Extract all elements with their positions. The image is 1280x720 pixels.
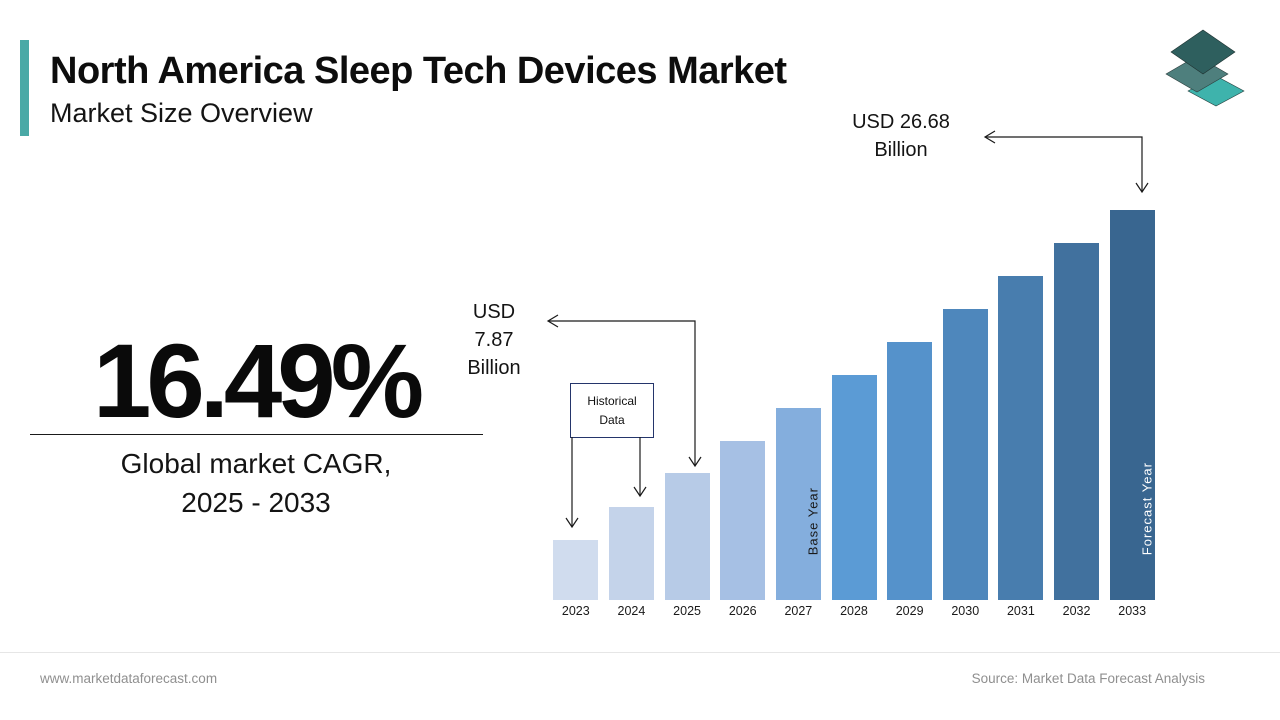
footer-website: www.marketdataforecast.com	[40, 671, 218, 686]
bar-2026	[720, 441, 766, 600]
year-label: 2031	[1006, 604, 1035, 618]
footer-source: Source: Market Data Forecast Analysis	[971, 671, 1205, 686]
year-label: 2027	[784, 604, 813, 618]
end-value-arrow-line	[986, 136, 1143, 192]
page-title: North America Sleep Tech Devices Market	[50, 50, 787, 92]
bar-2030	[942, 309, 988, 600]
start-value-line1: USD	[472, 301, 516, 323]
start-value-line2: 7.87	[474, 329, 514, 351]
year-label: 2030	[951, 604, 980, 618]
title-accent-bar	[20, 40, 29, 136]
stat-divider-line	[30, 434, 483, 435]
bar-2033: Forecast Year	[1109, 210, 1155, 600]
page-subtitle: Market Size Overview	[50, 98, 313, 128]
year-label: 2023	[561, 604, 590, 618]
bar-2024	[608, 507, 654, 600]
end-value-line1: USD 26.68	[852, 111, 950, 133]
footer-divider	[0, 652, 1280, 653]
cagr-caption-line2: 2025 - 2033	[181, 487, 331, 518]
end-value-annotation: USD 26.68 Billion	[801, 108, 1001, 164]
bar-2027: Base Year	[775, 408, 821, 600]
year-label: 2029	[895, 604, 924, 618]
year-label: 2032	[1062, 604, 1091, 618]
year-label: 2026	[728, 604, 757, 618]
bar-2028	[831, 375, 877, 600]
year-label-row: 2023 2024 2025 2026 2027 2028 2029 2030 2031 2032…	[548, 604, 1160, 622]
cagr-caption-line1: Global market CAGR,	[120, 448, 392, 479]
end-value-line2: Billion	[874, 139, 928, 161]
bar-2031	[998, 276, 1044, 600]
logo-diamond-top	[1170, 29, 1236, 75]
bar-group: Base Year Forecast Year	[548, 210, 1160, 600]
year-label: 2028	[840, 604, 868, 618]
bar-2025	[664, 473, 710, 600]
start-value-annotation: USD 7.87 Billion	[434, 298, 554, 382]
market-data-forecast-logo-icon	[1150, 22, 1265, 117]
start-value-line3: Billion	[467, 357, 521, 379]
year-label: 2033	[1118, 604, 1147, 618]
bar-2029	[887, 342, 933, 600]
bar-2032	[1054, 243, 1100, 600]
end-value-arrowhead-down	[1135, 182, 1149, 194]
bar-annotation-label: Forecast Year	[1139, 461, 1155, 555]
year-label: 2025	[673, 604, 701, 618]
bar-2023	[553, 540, 599, 600]
year-label: 2024	[617, 604, 646, 618]
bar-annotation-label: Base Year	[805, 486, 821, 555]
cagr-value: 16.49%	[92, 323, 424, 440]
